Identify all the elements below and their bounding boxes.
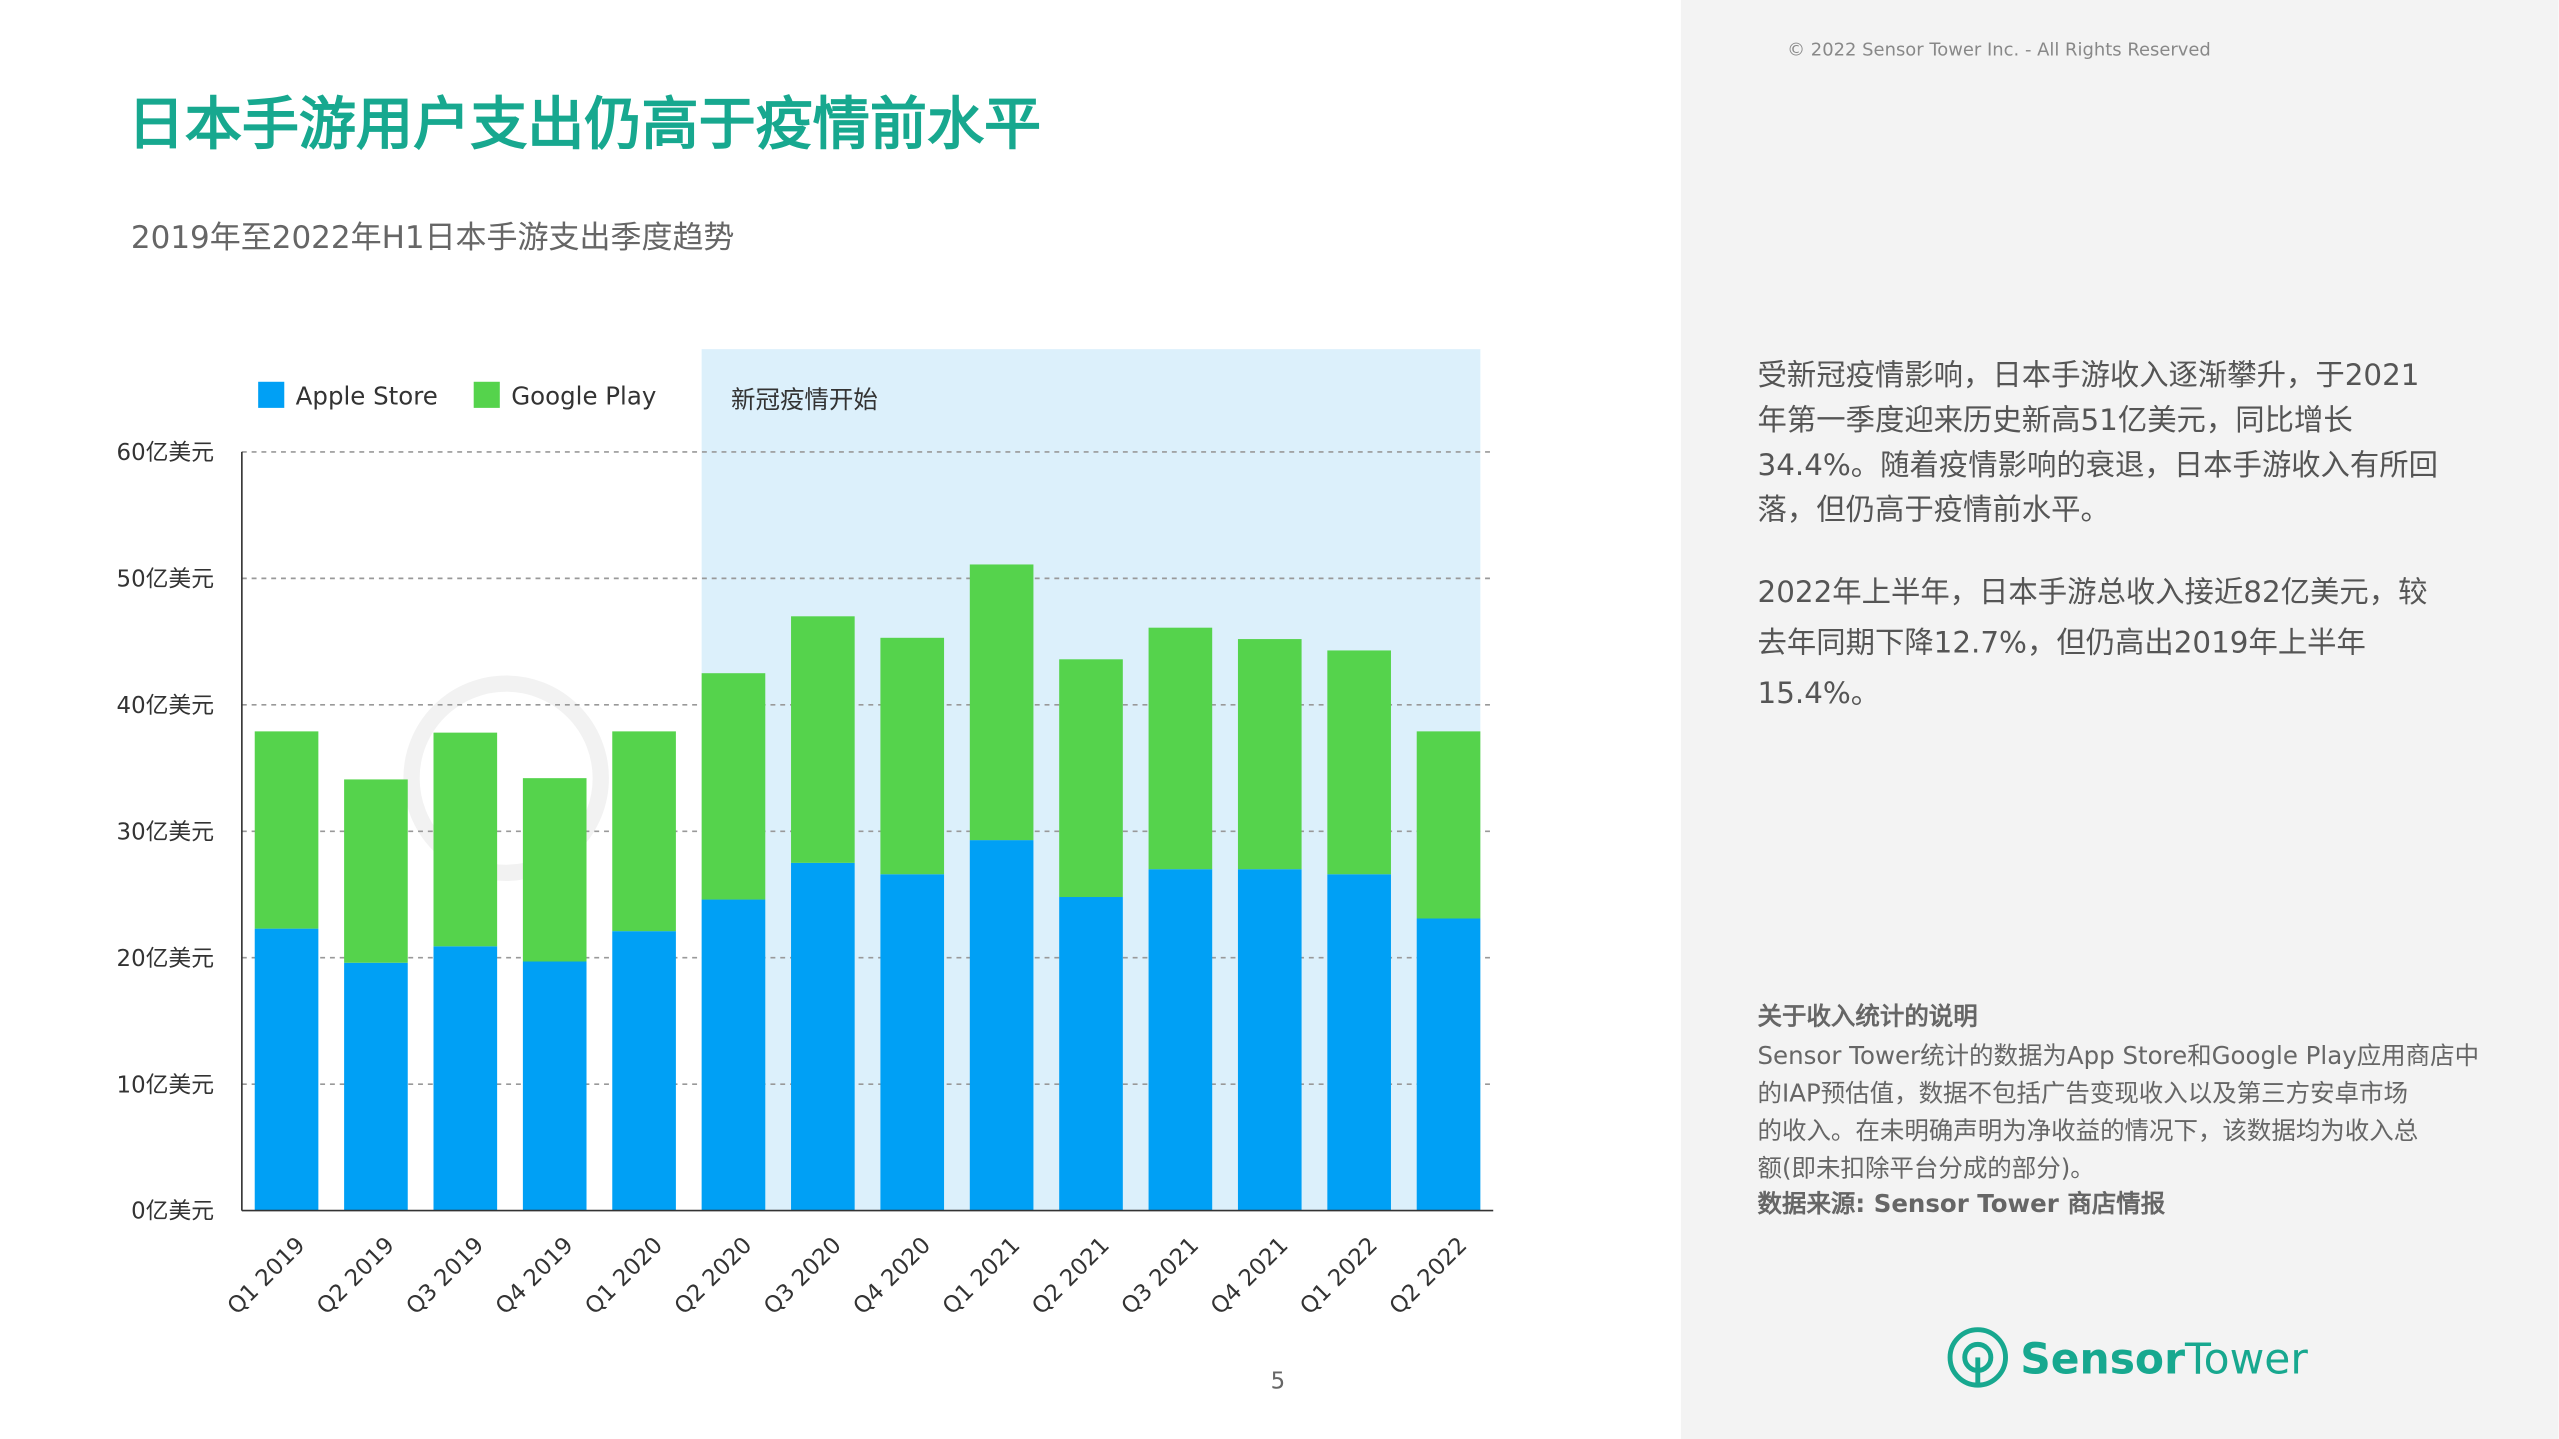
bar [612,731,676,932]
paragraph-line: 受新冠疫情影响，日本手游收入逐渐攀升，于2021 [1758,358,2420,392]
y-tick-label: 0亿美元 [131,1199,214,1225]
x-tick-label: Q3 2020 [759,1232,847,1320]
legend-swatch [473,381,500,408]
bar [1059,897,1123,1211]
paragraph-line: 34.4%。随着疫情影响的衰退，日本手游收入有所回 [1758,448,2438,482]
bar [701,673,766,900]
annotation: 新冠疫情开始 [731,385,878,414]
logo-text: SensorTower [2020,1336,2308,1385]
paragraph-line: 去年同期下降12.7%，但仍高出2019年上半年 [1758,626,2366,660]
paragraph-line: 年第一季度迎来历史新高51亿美元，同比增长 [1758,403,2353,437]
y-tick-label: 10亿美元 [117,1072,215,1098]
legend-label: Apple Store [296,382,438,411]
y-tick-label: 60亿美元 [117,440,215,466]
side-panel [1680,0,2559,1439]
bar [880,637,945,875]
x-tick-label: Q2 2021 [1027,1232,1115,1320]
bar [612,931,676,1211]
note-title: 关于收入统计的说明 [1758,1002,1978,1031]
bar [522,778,587,962]
note-line: 额(即未扣除平台分成的部分)。 [1758,1153,2095,1182]
bar [1416,918,1481,1211]
page-number: 5 [1271,1368,1286,1394]
note-line: 的收入。在未明确声明为净收益的情况下，该数据均为收入总 [1758,1116,2419,1145]
bar [1327,874,1391,1211]
chart-title: 日本手游用户支出仍高于疫情前水平 [128,92,1042,158]
legend-swatch [258,381,285,408]
y-tick-label: 30亿美元 [117,819,215,845]
bar [254,731,319,929]
logo-part: Sensor [2020,1336,2185,1385]
bar [880,874,945,1211]
watermark [403,675,609,882]
paragraph-line: 落，但仍高于疫情前水平。 [1758,493,2110,527]
x-tick-label: Q1 2021 [938,1232,1026,1320]
y-tick-label: 40亿美元 [117,693,215,719]
legend-label: Google Play [511,382,656,411]
bar [969,840,1034,1211]
x-tick-label: Q2 2020 [670,1232,758,1320]
bar [1327,650,1391,875]
bar [701,899,766,1211]
paragraph-line: 15.4%。 [1758,676,1881,710]
bar [1148,869,1213,1211]
bar [433,732,498,947]
bar [344,779,408,963]
x-tick-label: Q4 2020 [848,1232,936,1320]
x-tick-label: Q2 2022 [1385,1232,1473,1320]
x-tick-label: Q3 2021 [1117,1232,1205,1320]
x-tick-label: Q3 2019 [402,1232,490,1320]
bar [344,962,408,1211]
bar [254,928,319,1211]
x-tick-label: Q1 2022 [1295,1232,1383,1320]
y-tick-label: 20亿美元 [117,946,215,972]
chart-subtitle: 2019年至2022年H1日本手游支出季度趋势 [131,220,735,256]
paragraph-line: 2022年上半年，日本手游总收入接近82亿美元，较 [1758,575,2428,609]
note-line: 的IAP预估值，数据不包括广告变现收入以及第三方安卓市场 [1758,1078,2408,1107]
x-tick-label: Q1 2020 [580,1232,668,1320]
bar [1237,639,1302,870]
bar [969,564,1034,841]
bar [522,961,587,1211]
bar [1237,869,1302,1211]
bar [791,862,855,1211]
logo-part: Tower [2184,1336,2308,1385]
bar [1148,627,1213,870]
bar [433,946,498,1211]
bar [1059,659,1123,898]
y-tick-label: 50亿美元 [117,567,215,593]
source: 数据来源: Sensor Tower 商店情报 [1758,1189,2166,1218]
bar [1416,731,1481,919]
x-tick-label: Q1 2019 [223,1232,311,1320]
bar [791,616,855,863]
logo: SensorTower [1947,1327,2308,1388]
x-tick-label: Q2 2019 [312,1232,400,1320]
copyright: © 2022 Sensor Tower Inc. - All Rights Re… [1787,39,2211,60]
x-tick-label: Q4 2019 [491,1232,579,1320]
x-tick-label: Q4 2021 [1206,1232,1294,1320]
note-line: Sensor Tower统计的数据为App Store和Google Play应… [1758,1041,2480,1070]
